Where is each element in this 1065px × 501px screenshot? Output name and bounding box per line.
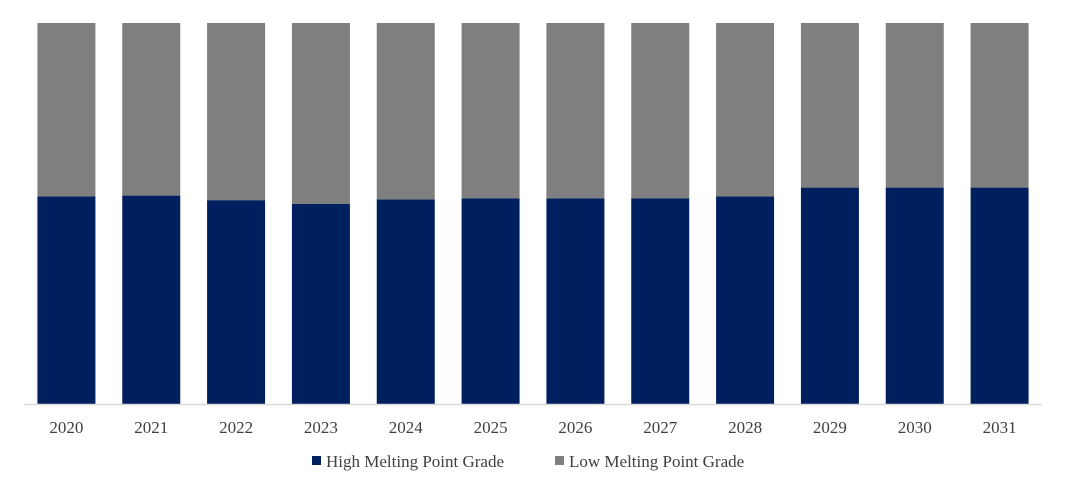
bar-2031-series-2 (970, 23, 1029, 188)
bar-2027-series-2 (631, 23, 690, 199)
x-tick-label: 2026 (558, 418, 592, 437)
bar-2023-series-2 (291, 23, 350, 204)
bar-2028-series-1 (716, 196, 775, 404)
legend-label-series-1: High Melting Point Grade (326, 452, 504, 471)
x-tick-labels: 2020 2021 2022 2023 2024 2025 2026 2027 2028 2029… (49, 418, 1016, 437)
legend: High Melting Point Grade Low Melting Poin… (312, 452, 744, 471)
bar-2021-series-2 (122, 23, 181, 196)
bar-2029-series-2 (800, 23, 859, 188)
legend-swatch-series-2 (555, 456, 564, 465)
legend-swatch-series-1 (312, 456, 321, 465)
bar-2031-series-1 (970, 187, 1029, 404)
bar-2024-series-1 (376, 199, 435, 404)
bar-2029-series-1 (800, 187, 859, 404)
x-tick-label: 2023 (304, 418, 338, 437)
bar-2030-series-2 (885, 23, 944, 188)
legend-label-series-2: Low Melting Point Grade (569, 452, 744, 471)
bar-2020-series-1 (37, 196, 96, 404)
x-tick-label: 2031 (983, 418, 1017, 437)
x-tick-label: 2025 (474, 418, 508, 437)
bar-2030-series-1 (885, 187, 944, 404)
x-tick-label: 2022 (219, 418, 253, 437)
x-tick-label: 2027 (643, 418, 678, 437)
x-tick-label: 2029 (813, 418, 847, 437)
bar-2025-series-2 (461, 23, 520, 199)
bar-2027-series-1 (631, 198, 690, 404)
x-tick-label: 2030 (898, 418, 932, 437)
bar-2020-series-2 (37, 23, 96, 197)
bar-2025-series-1 (461, 198, 520, 404)
x-tick-label: 2021 (134, 418, 168, 437)
bar-2026-series-2 (546, 23, 605, 199)
bar-2026-series-1 (546, 198, 605, 404)
bar-2021-series-1 (122, 195, 181, 404)
bar-2024-series-2 (376, 23, 435, 200)
bars-layer (37, 23, 1029, 404)
bar-2023-series-1 (291, 203, 350, 404)
bar-2022-series-1 (207, 200, 266, 404)
bar-2028-series-2 (716, 23, 775, 197)
x-tick-label: 2020 (49, 418, 83, 437)
x-tick-label: 2024 (389, 418, 424, 437)
bar-2022-series-2 (207, 23, 266, 201)
x-tick-label: 2028 (728, 418, 762, 437)
